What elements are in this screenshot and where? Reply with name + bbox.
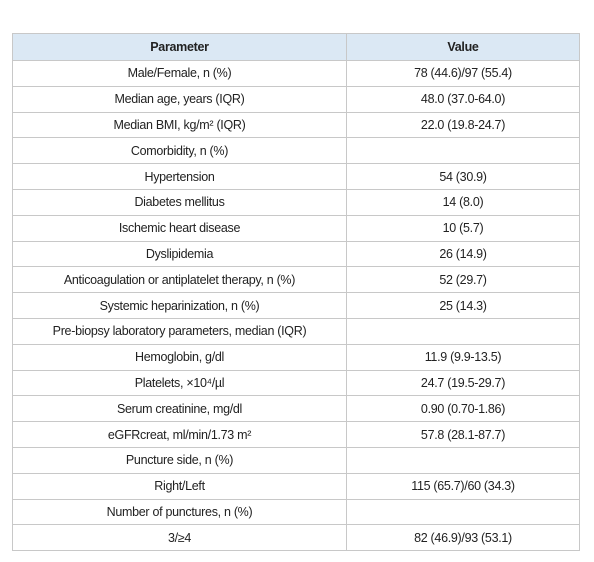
parameter-cell: Median BMI, kg/m² (IQR) [12,111,347,139]
header-cell: Parameter [12,33,347,61]
table-row: Right/Left 115 (65.7)/60 (34.3) [12,472,580,500]
parameter-cell: Hypertension [12,163,347,190]
parameter-cell: Ischemic heart disease [12,214,347,242]
table-row: Number of punctures, n (%) [12,498,580,526]
parameter-cell: Systemic heparinization, n (%) [12,292,347,319]
value-cell: 10 (5.7) [346,214,580,242]
parameter-cell: Serum creatinine, mg/dl [12,395,347,423]
value-cell [346,317,580,345]
value-cell: 78 (44.6)/97 (55.4) [346,60,580,87]
value-cell: 25 (14.3) [346,292,580,319]
table-row: 3/≥4 82 (46.9)/93 (53.1) [12,524,580,552]
parameter-cell: 3/≥4 [12,524,347,552]
table-row: eGFRcreat, ml/min/1.73 m² 57.8 (28.1-87.7… [12,421,580,448]
value-cell [346,498,580,526]
parameter-cell: Right/Left [12,472,347,500]
value-cell: 24.7 (19.5-29.7) [346,369,580,397]
value-cell: 22.0 (19.8-24.7) [346,111,580,139]
parameter-cell: Dyslipidemia [12,240,347,268]
data-table: Parameter Value Male/Female, n (%) 78 (44… [12,33,580,552]
table-row: Dyslipidemia 26 (14.9) [12,240,580,268]
value-cell: 14 (8.0) [346,188,580,216]
parameter-cell: Male/Female, n (%) [12,60,347,87]
parameter-cell: Number of punctures, n (%) [12,498,347,526]
value-cell [346,137,580,165]
value-cell [346,446,580,474]
parameter-cell: Median age, years (IQR) [12,85,347,113]
table-body: Male/Female, n (%) 78 (44.6)/97 (55.4) Med… [12,60,580,552]
parameter-cell: Comorbidity, n (%) [12,137,347,165]
parameter-cell: Anticoagulation or antiplatelet therapy,… [12,266,347,294]
table-row: Hypertension 54 (30.9) [12,163,580,190]
value-cell: 48.0 (37.0-64.0) [346,85,580,113]
table-row: Serum creatinine, mg/dl 0.90 (0.70-1.86) [12,395,580,423]
table-row: Pre-biopsy laboratory parameters, median… [12,317,580,345]
parameter-cell: eGFRcreat, ml/min/1.73 m² [12,421,347,448]
table-row: Median BMI, kg/m² (IQR) 22.0 (19.8-24.7) [12,111,580,139]
table-row: Puncture side, n (%) [12,446,580,474]
table-row: Median age, years (IQR) 48.0 (37.0-64.0) [12,85,580,113]
value-cell: 82 (46.9)/93 (53.1) [346,524,580,552]
table-row: Male/Female, n (%) 78 (44.6)/97 (55.4) [12,60,580,87]
value-cell: 52 (29.7) [346,266,580,294]
value-cell: 26 (14.9) [346,240,580,268]
parameter-cell: Pre-biopsy laboratory parameters, median… [12,317,347,345]
table-row: Platelets, ×10⁴/µl 24.7 (19.5-29.7) [12,369,580,397]
header-cell: Value [346,33,580,61]
parameter-cell: Platelets, ×10⁴/µl [12,369,347,397]
table-header: Parameter Value [12,33,580,61]
value-cell: 115 (65.7)/60 (34.3) [346,472,580,500]
table-row: Diabetes mellitus 14 (8.0) [12,188,580,216]
value-cell: 0.90 (0.70-1.86) [346,395,580,423]
table-row: Ischemic heart disease 10 (5.7) [12,214,580,242]
value-cell: 54 (30.9) [346,163,580,190]
parameter-cell: Diabetes mellitus [12,188,347,216]
table-row: Comorbidity, n (%) [12,137,580,165]
parameter-cell: Hemoglobin, g/dl [12,343,347,371]
value-cell: 11.9 (9.9-13.5) [346,343,580,371]
parameter-cell: Puncture side, n (%) [12,446,347,474]
value-cell: 57.8 (28.1-87.7) [346,421,580,448]
header-row: Parameter Value [12,33,580,61]
table-row: Hemoglobin, g/dl 11.9 (9.9-13.5) [12,343,580,371]
table-row: Anticoagulation or antiplatelet therapy,… [12,266,580,294]
table-row: Systemic heparinization, n (%) 25 (14.3) [12,292,580,319]
